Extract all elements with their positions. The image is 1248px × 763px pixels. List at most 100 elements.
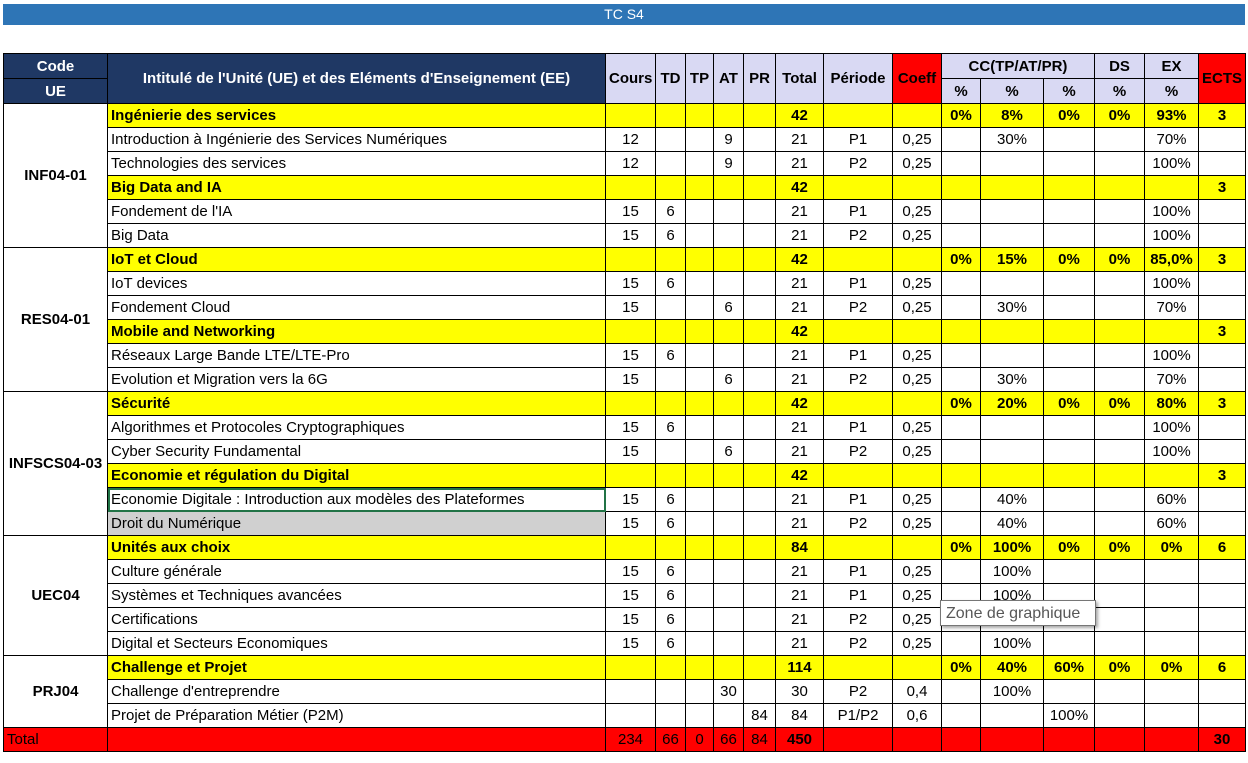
cell-coeff[interactable]: 0,25 bbox=[892, 583, 942, 608]
cell-total[interactable]: 21 bbox=[775, 151, 824, 176]
cell-ects[interactable] bbox=[1198, 127, 1246, 152]
cell-p3[interactable]: 0% bbox=[1043, 535, 1095, 560]
cell-pr[interactable] bbox=[743, 655, 776, 680]
cell-pr[interactable] bbox=[743, 151, 776, 176]
cell-td[interactable] bbox=[655, 295, 686, 320]
cell-coeff[interactable]: 0,25 bbox=[892, 559, 942, 584]
totals-pr[interactable]: 84 bbox=[743, 727, 776, 752]
cell-at[interactable] bbox=[713, 199, 744, 224]
header-cc-pct-1[interactable]: % bbox=[941, 78, 981, 104]
cell-td[interactable] bbox=[655, 439, 686, 464]
ue-name-cell[interactable]: Unités aux choix bbox=[107, 535, 606, 560]
cell-pr[interactable] bbox=[743, 319, 776, 344]
cell-p1[interactable] bbox=[941, 151, 981, 176]
cell-p2[interactable] bbox=[980, 463, 1044, 488]
cell-p1[interactable] bbox=[941, 367, 981, 392]
cell-at[interactable] bbox=[713, 271, 744, 296]
cell-cours[interactable]: 15 bbox=[605, 271, 656, 296]
cell-periode[interactable]: P1/P2 bbox=[823, 703, 893, 728]
cell-ects[interactable]: 6 bbox=[1198, 535, 1246, 560]
cell-td[interactable] bbox=[655, 175, 686, 200]
cell-p2[interactable] bbox=[980, 199, 1044, 224]
cell-cours[interactable]: 15 bbox=[605, 511, 656, 536]
ue-code[interactable]: PRJ04 bbox=[3, 655, 108, 728]
header-tp[interactable]: TP bbox=[685, 53, 714, 104]
cell-p2[interactable]: 15% bbox=[980, 247, 1044, 272]
totals-td[interactable]: 66 bbox=[655, 727, 686, 752]
cell-tp[interactable] bbox=[685, 343, 714, 368]
cell-periode[interactable]: P2 bbox=[823, 511, 893, 536]
ee-name-cell[interactable]: Economie Digitale : Introduction aux mod… bbox=[107, 487, 606, 512]
cell-p2[interactable] bbox=[980, 151, 1044, 176]
cell-ds[interactable] bbox=[1094, 583, 1145, 608]
cell-td[interactable]: 6 bbox=[655, 223, 686, 248]
cell-p1[interactable] bbox=[941, 511, 981, 536]
cell-coeff[interactable]: 0,25 bbox=[892, 295, 942, 320]
cell-periode[interactable]: P2 bbox=[823, 223, 893, 248]
cell-ex[interactable] bbox=[1144, 559, 1199, 584]
cell-p3[interactable] bbox=[1043, 439, 1095, 464]
ee-name-cell[interactable]: Fondement de l'IA bbox=[107, 199, 606, 224]
cell-pr[interactable] bbox=[743, 127, 776, 152]
cell-ex[interactable]: 70% bbox=[1144, 367, 1199, 392]
cell-td[interactable] bbox=[655, 247, 686, 272]
cell-total[interactable]: 42 bbox=[775, 247, 824, 272]
cell-periode[interactable] bbox=[823, 535, 893, 560]
cell-ects[interactable] bbox=[1198, 511, 1246, 536]
cell-p2[interactable] bbox=[980, 343, 1044, 368]
cell-p3[interactable]: 100% bbox=[1043, 703, 1095, 728]
cell-p1[interactable] bbox=[941, 463, 981, 488]
cell-p3[interactable] bbox=[1043, 367, 1095, 392]
cell-coeff[interactable]: 0,25 bbox=[892, 151, 942, 176]
cell-td[interactable]: 6 bbox=[655, 559, 686, 584]
cell-periode[interactable]: P1 bbox=[823, 583, 893, 608]
ee-name-cell[interactable]: Technologies des services bbox=[107, 151, 606, 176]
cell-ects[interactable] bbox=[1198, 223, 1246, 248]
totals-ects[interactable]: 30 bbox=[1198, 727, 1246, 752]
cell-ds[interactable] bbox=[1094, 703, 1145, 728]
cell-td[interactable]: 6 bbox=[655, 583, 686, 608]
cell-ex[interactable]: 85,0% bbox=[1144, 247, 1199, 272]
cell-tp[interactable] bbox=[685, 535, 714, 560]
cell-td[interactable]: 6 bbox=[655, 631, 686, 656]
cell-ex[interactable]: 100% bbox=[1144, 199, 1199, 224]
cell-at[interactable] bbox=[713, 559, 744, 584]
cell-p1[interactable] bbox=[941, 343, 981, 368]
cell-total[interactable]: 21 bbox=[775, 127, 824, 152]
cell-tp[interactable] bbox=[685, 703, 714, 728]
cell-coeff[interactable]: 0,25 bbox=[892, 367, 942, 392]
cell-p3[interactable] bbox=[1043, 271, 1095, 296]
header-ex-pct[interactable]: % bbox=[1144, 78, 1199, 104]
totals-p1[interactable] bbox=[941, 727, 981, 752]
cell-cours[interactable]: 12 bbox=[605, 151, 656, 176]
cell-at[interactable] bbox=[713, 103, 744, 128]
cell-td[interactable]: 6 bbox=[655, 415, 686, 440]
cell-total[interactable]: 21 bbox=[775, 559, 824, 584]
cell-periode[interactable]: P2 bbox=[823, 631, 893, 656]
cell-p1[interactable] bbox=[941, 319, 981, 344]
cell-ds[interactable] bbox=[1094, 151, 1145, 176]
cell-p2[interactable]: 30% bbox=[980, 127, 1044, 152]
ee-name-cell[interactable]: Algorithmes et Protocoles Cryptographiqu… bbox=[107, 415, 606, 440]
cell-ects[interactable] bbox=[1198, 439, 1246, 464]
cell-ds[interactable]: 0% bbox=[1094, 247, 1145, 272]
cell-total[interactable]: 21 bbox=[775, 223, 824, 248]
cell-ects[interactable]: 3 bbox=[1198, 391, 1246, 416]
cell-cours[interactable] bbox=[605, 391, 656, 416]
cell-p2[interactable]: 40% bbox=[980, 655, 1044, 680]
cell-periode[interactable]: P1 bbox=[823, 127, 893, 152]
cell-td[interactable] bbox=[655, 391, 686, 416]
cell-td[interactable]: 6 bbox=[655, 343, 686, 368]
cell-coeff[interactable]: 0,25 bbox=[892, 223, 942, 248]
cell-ects[interactable] bbox=[1198, 631, 1246, 656]
cell-at[interactable] bbox=[713, 415, 744, 440]
cell-ds[interactable]: 0% bbox=[1094, 535, 1145, 560]
cell-p1[interactable] bbox=[941, 223, 981, 248]
cell-ex[interactable]: 100% bbox=[1144, 151, 1199, 176]
cell-coeff[interactable]: 0,25 bbox=[892, 271, 942, 296]
cell-ds[interactable] bbox=[1094, 271, 1145, 296]
cell-ds[interactable] bbox=[1094, 631, 1145, 656]
cell-periode[interactable]: P2 bbox=[823, 151, 893, 176]
cell-ex[interactable]: 100% bbox=[1144, 223, 1199, 248]
cell-cours[interactable]: 15 bbox=[605, 199, 656, 224]
